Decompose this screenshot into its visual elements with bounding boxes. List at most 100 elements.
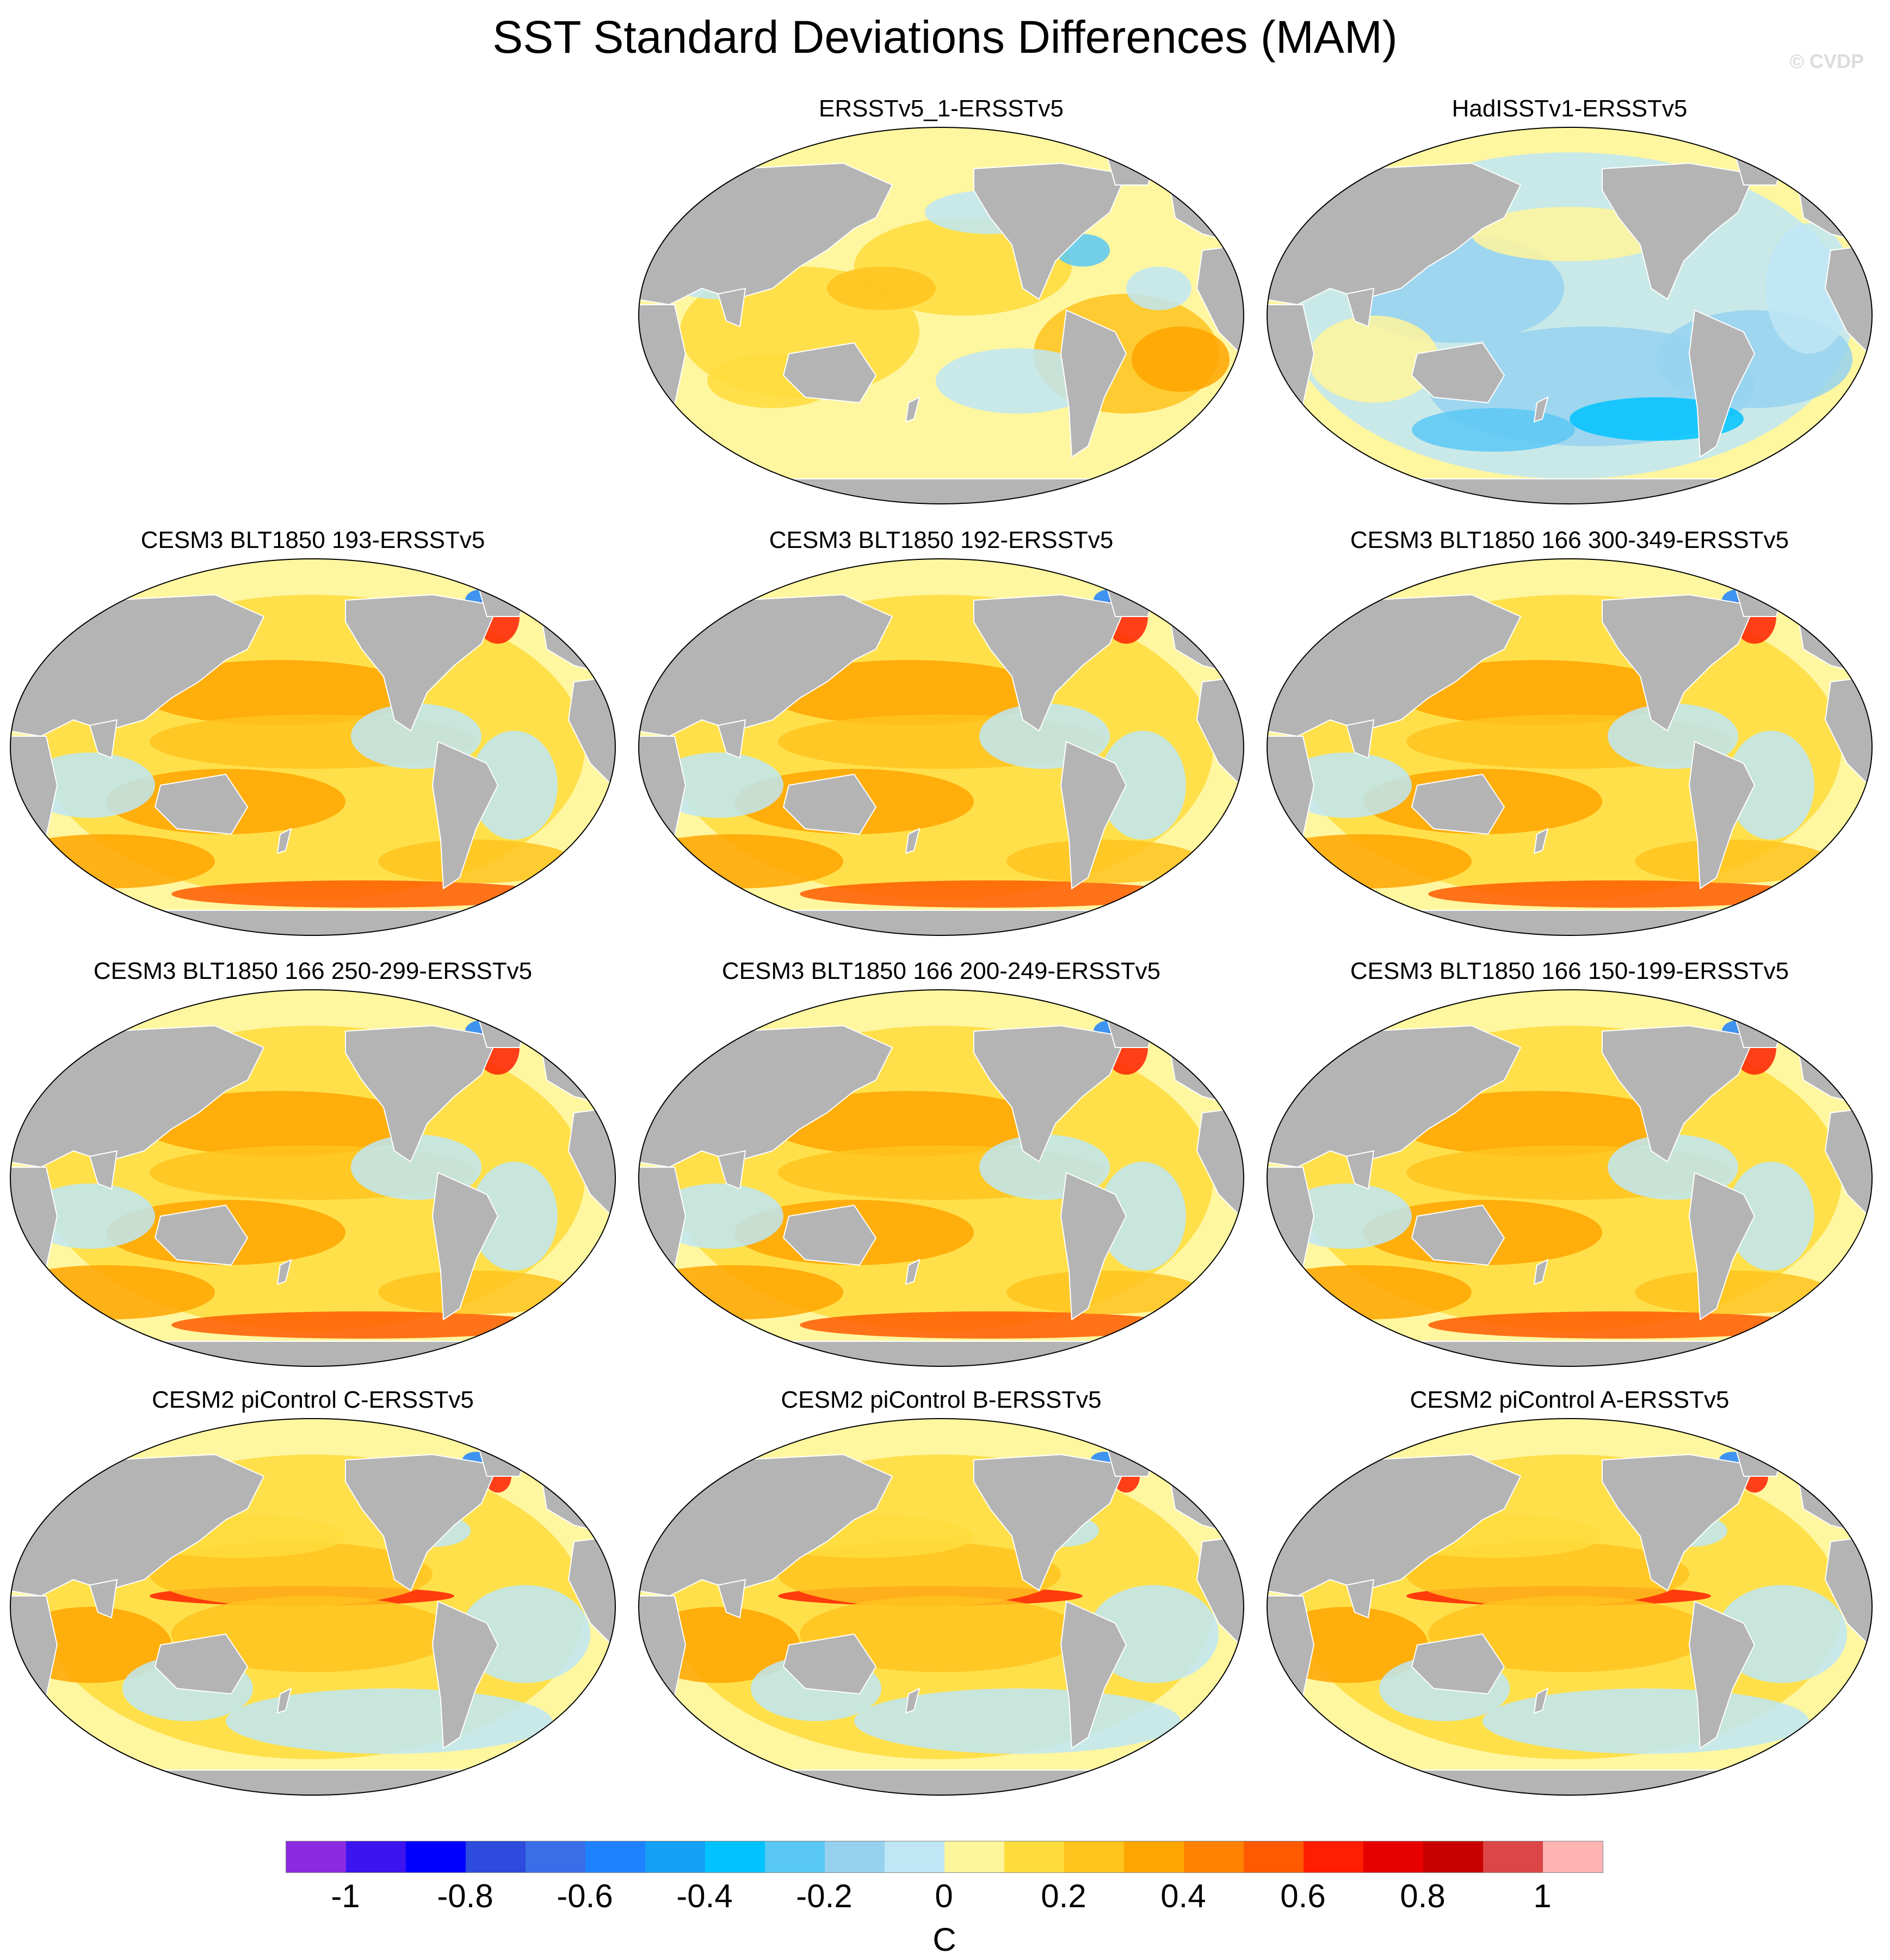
world-map (1267, 127, 1873, 504)
anomaly-contour (1088, 1585, 1219, 1683)
map-outline (638, 127, 1244, 504)
colorbar-swatch (1423, 1841, 1483, 1872)
map-outline (1267, 127, 1873, 504)
anomaly-contour (1006, 840, 1202, 883)
land-africa (639, 304, 687, 453)
anomaly-contour (1472, 207, 1667, 261)
world-map (10, 558, 616, 936)
anomaly-contour (800, 1311, 1181, 1339)
anomaly-contour (653, 1184, 783, 1249)
land-africa (1267, 736, 1315, 884)
land-india (89, 719, 118, 759)
world-map (638, 558, 1244, 936)
map-panel-3: CESM3 BLT1850 193-ERSSTv5 (3, 525, 623, 944)
colorbar-tick-label: 0.8 (1400, 1878, 1446, 1914)
anomaly-contour (1727, 1162, 1814, 1271)
land-south-america (1060, 1172, 1127, 1321)
colorbar-tick-label: -0.2 (796, 1878, 853, 1914)
panel-title: CESM3 BLT1850 166 150-199-ERSSTv5 (1350, 958, 1789, 984)
panel-title: CESM3 BLT1850 193-ERSSTv5 (140, 527, 485, 553)
colorbar-units: C (932, 1921, 956, 1958)
anomaly-contour (24, 753, 155, 818)
land-india (717, 1150, 746, 1190)
land-india (717, 719, 746, 759)
map-panel-11: CESM2 piControl A-ERSSTv5 (1259, 1385, 1880, 1804)
anomaly-contour (778, 1542, 1061, 1607)
land-antarctica (10, 1341, 615, 1366)
panel-title: CESM2 piControl C-ERSSTv5 (152, 1386, 474, 1413)
anomaly-contour (1727, 731, 1814, 840)
map-panel-4: CESM3 BLT1850 192-ERSSTv5 (631, 525, 1251, 944)
land-antarctica (1267, 478, 1872, 504)
colorbar-swatch (466, 1841, 526, 1872)
colorbar-swatch (286, 1841, 346, 1872)
land-africa (639, 1595, 687, 1744)
land-india (1345, 719, 1375, 759)
land-africa (10, 1167, 58, 1315)
anomaly-contour (800, 880, 1181, 908)
colorbar-swatch (1483, 1841, 1543, 1872)
land-australia (1411, 1204, 1505, 1266)
anomaly-contour (1099, 731, 1186, 840)
land-south-america (1688, 1600, 1756, 1749)
anomaly-contour (936, 348, 1099, 414)
world-map (638, 989, 1244, 1367)
credit-watermark: © CVDP (1789, 50, 1864, 72)
world-map (1267, 558, 1873, 936)
map-outline (638, 989, 1244, 1367)
anomaly-contour (226, 1688, 552, 1754)
anomaly-contour (1483, 1688, 1809, 1754)
anomaly-contour (1395, 660, 1678, 725)
colorbar-swatch (1304, 1841, 1363, 1872)
land-australia (782, 1633, 877, 1695)
panel-title: CESM3 BLT1850 166 300-349-ERSSTv5 (1350, 527, 1789, 553)
anomaly-contour (800, 1596, 1083, 1672)
land-new-zealand (1533, 1259, 1549, 1285)
colorbar-swatch (346, 1841, 406, 1872)
land-australia (1411, 342, 1505, 404)
colorbar-swatch (585, 1841, 645, 1872)
map-outline (10, 989, 616, 1367)
colorbar-swatch (825, 1841, 885, 1872)
anomaly-contour (767, 660, 1050, 725)
colorbar-tick-label: -1 (331, 1878, 360, 1914)
anomaly-contour (653, 753, 783, 818)
colorbar-swatch (645, 1841, 705, 1872)
anomaly-contour (767, 1091, 1050, 1156)
world-map (638, 1418, 1244, 1796)
land-africa (1267, 304, 1315, 453)
panel-title: HadISSTv1-ERSSTv5 (1452, 95, 1688, 122)
land-new-zealand (1533, 1687, 1549, 1714)
colorbar-tick-label: 0.4 (1160, 1878, 1206, 1914)
panel-title: CESM2 piControl B-ERSSTv5 (781, 1386, 1102, 1413)
anomaly-contour (378, 1271, 574, 1314)
world-map (10, 989, 616, 1367)
anomaly-contour (171, 1596, 454, 1672)
anomaly-contour (854, 1688, 1181, 1754)
colorbar-swatch (885, 1841, 944, 1872)
anomaly-contour (1428, 1596, 1711, 1672)
world-map (638, 127, 1244, 504)
panel-title: CESM3 BLT1850 192-ERSSTv5 (769, 527, 1114, 553)
colorbar-swatch (1244, 1841, 1304, 1872)
land-australia (782, 342, 877, 404)
land-australia (1411, 1633, 1505, 1695)
colorbar-swatch (1124, 1841, 1184, 1872)
land-africa (10, 736, 58, 884)
land-india (1345, 1150, 1375, 1190)
land-antarctica (1267, 1341, 1872, 1366)
land-australia (1411, 773, 1505, 835)
land-south-america (1688, 1172, 1756, 1321)
anomaly-contour (1716, 1585, 1847, 1683)
anomaly-contour (471, 1162, 558, 1271)
map-panel-2: HadISSTv1-ERSSTv5 (1259, 94, 1880, 513)
anomaly-contour (1412, 408, 1575, 452)
land-australia (782, 1204, 877, 1266)
map-panel-5: CESM3 BLT1850 166 300-349-ERSSTv5 (1259, 525, 1880, 944)
colorbar-swatch (1064, 1841, 1124, 1872)
colorbar-swatch (526, 1841, 585, 1872)
land-south-america (1688, 741, 1756, 890)
land-south-america (431, 1600, 499, 1749)
anomaly-contour (471, 731, 558, 840)
colorbar-tick-label: 0 (935, 1878, 953, 1914)
